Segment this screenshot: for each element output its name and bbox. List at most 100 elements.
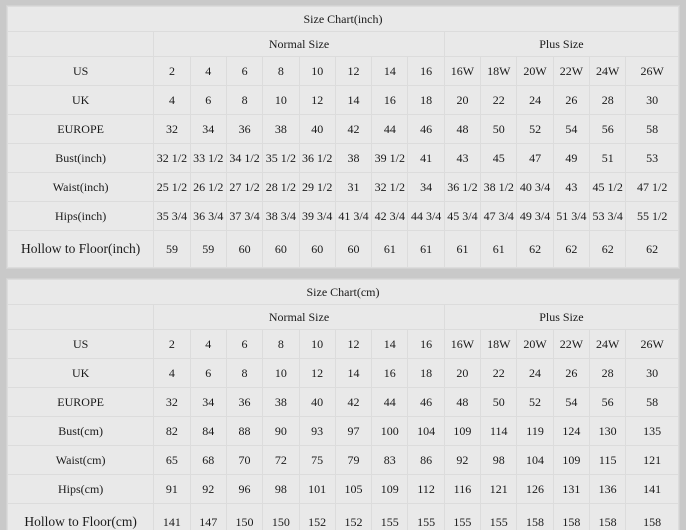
cell: 6 [189,85,227,115]
cell: 12 [298,358,336,388]
cell: 18 [407,85,445,115]
cell: 141 [153,503,191,530]
cell: 34 [189,387,227,417]
cm-group-row: Normal Size Plus Size [6,304,680,330]
size-chart-cm-table: Size Chart(cm) Normal Size Plus Size US … [6,279,680,530]
cell: 35 3/4 [153,201,191,231]
cell: 22 [480,85,518,115]
cell: 135 [625,416,679,446]
cell: 68 [189,445,227,475]
cell: 58 [625,114,679,144]
cell: 26W [625,329,679,359]
cell: 55 1/2 [625,201,679,231]
cell: 6 [189,358,227,388]
cell: 152 [334,503,373,530]
row-label-bust: Bust(inch) [6,143,155,173]
inch-group-plus-size: Plus Size [443,31,680,57]
cell: 59 [189,230,227,268]
cell: 16W [443,56,482,86]
table-row: Waist(inch) 25 1/2 26 1/2 27 1/2 28 1/2 … [6,172,679,202]
cell: 53 3/4 [589,201,627,231]
cell: 158 [625,503,679,530]
cell: 121 [480,474,518,504]
cell: 34 [407,172,445,202]
cell: 126 [516,474,554,504]
cell: 43 [443,143,482,173]
cell: 45 3/4 [443,201,482,231]
cell: 62 [589,230,627,268]
cell: 26W [625,56,679,86]
cell: 40 3/4 [516,172,554,202]
cell: 38 [262,114,300,144]
cell: 155 [480,503,518,530]
cell: 12 [334,56,373,86]
table-row: Bust(inch) 32 1/2 33 1/2 34 1/2 35 1/2 3… [6,143,679,173]
cell: 20W [516,56,554,86]
inch-table-body: Size Chart(inch) Normal Size Plus Size U… [6,6,680,268]
cell: 41 [407,143,445,173]
cell: 75 [298,445,336,475]
cell: 83 [371,445,409,475]
cell: 54 [552,387,591,417]
cell: 109 [371,474,409,504]
cell: 24 [516,85,554,115]
cell: 62 [516,230,554,268]
cell: 16W [443,329,482,359]
cell: 52 [516,387,554,417]
table-row: EUROPE 32 34 36 38 40 42 44 46 48 50 52 … [6,387,679,417]
cell: 51 [589,143,627,173]
cell: 116 [443,474,482,504]
row-label-europe: EUROPE [6,114,155,144]
cell: 112 [407,474,445,504]
cell: 130 [589,416,627,446]
cell: 22 [480,358,518,388]
table-row: Hollow to Floor(cm) 141 147 150 150 152 … [6,503,679,530]
size-chart-inch: Size Chart(inch) Normal Size Plus Size U… [6,5,680,269]
cm-group-normal-size: Normal Size [153,304,445,330]
cell: 61 [480,230,518,268]
cell: 131 [552,474,591,504]
cell: 2 [153,329,191,359]
cell: 155 [371,503,409,530]
cell: 59 [153,230,191,268]
cell: 141 [625,474,679,504]
row-label-us: US [6,329,155,359]
cm-chart-title: Size Chart(cm) [7,279,679,305]
cell: 18W [480,329,518,359]
cell: 29 1/2 [298,172,336,202]
size-chart-inch-table: Size Chart(inch) Normal Size Plus Size U… [6,6,680,268]
cell: 4 [189,56,227,86]
cell: 56 [589,387,627,417]
row-label-hollow-to-floor: Hollow to Floor(cm) [6,503,155,530]
row-label-uk: UK [6,358,155,388]
cell: 61 [407,230,445,268]
cell: 28 1/2 [262,172,300,202]
cell: 158 [516,503,554,530]
cell: 101 [298,474,336,504]
row-label-us: US [6,56,155,86]
cell: 60 [298,230,336,268]
cell: 158 [589,503,627,530]
cell: 62 [552,230,591,268]
row-label-hollow-to-floor: Hollow to Floor(inch) [6,230,155,268]
cell: 136 [589,474,627,504]
cell: 4 [189,329,227,359]
cell: 8 [225,358,264,388]
cell: 104 [407,416,445,446]
cell: 10 [298,56,336,86]
cell: 62 [625,230,679,268]
table-row: Hips(cm) 91 92 96 98 101 105 109 112 116… [6,474,679,504]
inch-group-row: Normal Size Plus Size [6,31,680,57]
cell: 16 [407,329,445,359]
cell: 84 [189,416,227,446]
cell: 18W [480,56,518,86]
cell: 155 [407,503,445,530]
row-label-bust: Bust(cm) [6,416,155,446]
cell: 16 [371,85,409,115]
cell: 56 [589,114,627,144]
table-row: US 2 4 6 8 10 12 14 16 16W 18W 20W 22W 2… [6,329,679,359]
cell: 10 [262,85,300,115]
cell: 33 1/2 [189,143,227,173]
cell: 10 [262,358,300,388]
